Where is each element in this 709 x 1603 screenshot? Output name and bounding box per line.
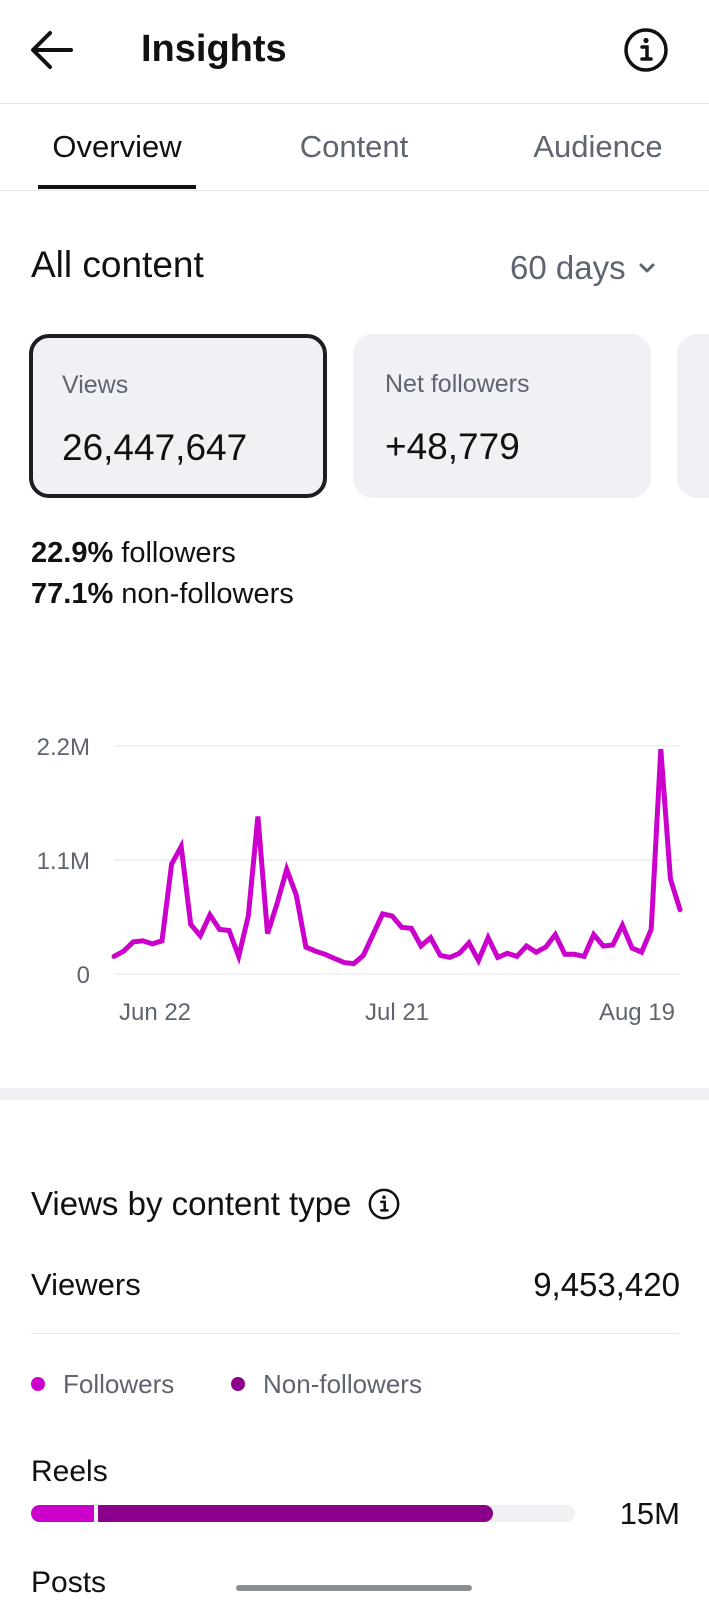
section-divider [0,1088,709,1100]
section-title: All content [31,244,204,285]
metric-card-views[interactable]: Views 26,447,647 [29,334,327,498]
info-circle-icon [624,28,668,72]
date-range-label: 60 days [510,249,626,286]
tabs-divider [0,190,709,191]
x-tick-label: Aug 19 [599,999,675,1026]
metric-label: Views [62,371,129,399]
reels-non-followers-segment [98,1505,494,1522]
viewers-value: 9,453,420 [533,1266,680,1303]
legend-followers: Followers [31,1366,174,1402]
non-followers-split: 77.1% non-followers [31,574,294,614]
views-by-content-type-label: Views by content type [31,1185,352,1222]
followers-percent: 22.9% [31,537,114,569]
back-button[interactable] [24,22,80,78]
metric-card-next[interactable] [677,334,709,498]
info-button[interactable] [622,26,670,74]
reels-bar [31,1505,575,1522]
reels-followers-segment [31,1505,95,1522]
non-followers-percent: 77.1% [31,578,114,610]
date-range-dropdown[interactable]: 60 days [510,244,660,292]
non-followers-label: non-followers [113,578,294,610]
metric-value: +48,779 [385,426,520,467]
x-tick-label: Jul 21 [365,999,429,1026]
followers-label: followers [113,537,236,569]
x-tick-label: Jun 22 [119,999,191,1026]
metric-value: 26,447,647 [62,427,248,468]
y-tick-label: 1.1M [37,848,90,875]
tab-overview[interactable]: Overview [52,129,182,164]
metric-label: Net followers [385,370,530,398]
home-indicator[interactable] [236,1585,472,1591]
info-circle-icon[interactable] [367,1187,401,1221]
views-series-line [111,748,683,967]
viewers-divider [31,1333,679,1334]
header-divider [0,103,709,104]
reels-label: Reels [31,1455,108,1488]
reels-value: 15M [619,1496,680,1531]
posts-label: Posts [31,1566,107,1599]
views-by-content-type-title: Views by content type [31,1182,401,1226]
non-followers-dot-icon [231,1377,245,1391]
tab-audience[interactable]: Audience [533,129,663,164]
chevron-down-icon [639,263,655,273]
legend-followers-label: Followers [63,1369,175,1399]
legend-non-followers-label: Non-followers [263,1369,422,1399]
y-tick-label: 2.2M [37,734,90,761]
tab-content[interactable]: Content [299,129,409,164]
page-title: Insights [141,28,287,70]
legend-non-followers: Non-followers [231,1366,422,1402]
metric-card-net-followers[interactable]: Net followers +48,779 [353,334,651,498]
views-line-chart[interactable]: 2.2M 1.1M 0 Jun 22 Jul 21 Aug 19 [0,730,709,1050]
viewers-label: Viewers [31,1267,141,1302]
arrow-left-icon [31,31,73,69]
y-tick-label: 0 [77,962,90,989]
active-tab-indicator [38,185,196,189]
followers-split: 22.9% followers [31,533,236,573]
followers-dot-icon [31,1377,45,1391]
